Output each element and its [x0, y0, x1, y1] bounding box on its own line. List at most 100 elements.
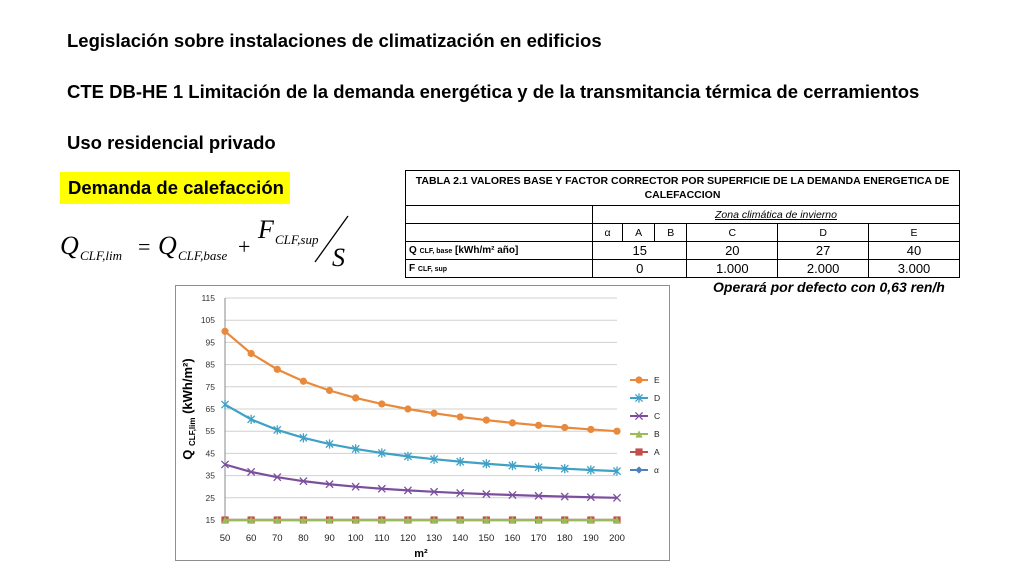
formula-plus: + [238, 234, 250, 259]
y-tick-label: 115 [201, 293, 215, 303]
data-point-E [273, 365, 281, 373]
data-point-B [561, 516, 569, 524]
data-point-E [352, 394, 360, 402]
data-point-C [586, 493, 595, 502]
data-point-C [351, 482, 360, 491]
legend-marker-A [635, 448, 643, 456]
data-point-D [299, 433, 308, 443]
x-tick-label: 150 [478, 533, 494, 544]
data-point-D [325, 439, 334, 449]
data-point-D [351, 444, 360, 454]
data-point-C [299, 477, 308, 486]
heating-demand-badge: Demanda de calefacción [60, 172, 290, 204]
data-point-C [273, 473, 282, 482]
table-empty-cell [405, 205, 593, 224]
data-point-E [378, 400, 386, 408]
data-point-E [561, 423, 569, 432]
formula-fraction-slash [314, 215, 349, 263]
y-tick-label: 105 [201, 315, 215, 325]
formula-equals: = [138, 234, 150, 259]
x-tick-label: 200 [609, 533, 625, 544]
data-point-D [508, 461, 517, 471]
formula-denominator: S [332, 243, 345, 272]
x-tick-label: 190 [583, 533, 599, 544]
x-tick-label: 130 [426, 533, 442, 544]
data-point-E [247, 349, 255, 358]
y-tick-label: 25 [206, 493, 216, 503]
x-tick-label: 100 [348, 533, 364, 544]
y-tick-label: 95 [206, 337, 216, 347]
y-tick-label: 55 [206, 426, 216, 436]
legend-label-A: A [654, 447, 660, 457]
data-point-B [352, 516, 360, 524]
y-tick-label: 45 [206, 448, 216, 458]
x-tick-label: 160 [505, 533, 521, 544]
x-tick-label: 70 [272, 533, 283, 544]
data-point-C [508, 490, 517, 500]
data-point-E [404, 405, 412, 413]
data-point-B [221, 516, 229, 524]
data-point-E [456, 413, 464, 421]
data-point-D [247, 414, 256, 424]
data-point-E [613, 427, 621, 435]
formula-lhs-sub: CLF,lim [80, 248, 122, 263]
data-point-E [587, 425, 595, 434]
data-point-D [534, 462, 543, 472]
zone-b: B [654, 223, 688, 242]
legend-label-C: C [654, 411, 660, 421]
data-point-E [535, 421, 543, 429]
legend-label-D: D [654, 393, 660, 403]
data-point-D [430, 454, 439, 464]
formula-lhs: Q [60, 231, 79, 260]
data-point-C [220, 460, 230, 469]
x-axis-label: m² [414, 548, 428, 560]
fsup-alpha-b: 0 [591, 259, 688, 278]
zone-alpha: α [591, 223, 624, 242]
data-point-D [612, 466, 622, 476]
data-point-C [325, 480, 334, 489]
data-point-B [404, 516, 412, 524]
data-point-B [613, 516, 621, 524]
data-point-B [247, 516, 255, 524]
formula-base: Q [158, 231, 177, 260]
data-point-C [403, 486, 412, 495]
data-point-E [325, 386, 334, 395]
data-point-E [430, 409, 438, 417]
data-point-D [220, 399, 230, 410]
default-note: Operará por defecto con 0,63 ren/h [713, 279, 945, 295]
y-tick-label: 65 [206, 404, 216, 414]
page-title: Legislación sobre instalaciones de clima… [67, 30, 602, 51]
qbase-d: 27 [777, 241, 870, 260]
data-point-B [535, 516, 543, 524]
row-label-fsup: F CLF, sup [405, 259, 593, 278]
data-point-C [612, 493, 622, 502]
y-tick-label: 35 [206, 471, 216, 481]
y-tick-label: 85 [206, 360, 216, 370]
data-point-C [377, 484, 386, 493]
legend-label-B: B [654, 429, 660, 439]
data-point-D [273, 425, 282, 435]
legend-label-α: α [654, 465, 659, 475]
fsup-d: 2.000 [777, 259, 870, 278]
demand-chart: 15 25 35 45 55 65 75 85 95 105 115 50 60 70 80 90 100 110… [180, 293, 660, 560]
data-point-B [378, 516, 386, 524]
data-point-E [299, 377, 307, 385]
data-point-D [482, 459, 491, 469]
zone-c: C [686, 223, 779, 242]
legend-marker-C [634, 411, 644, 421]
data-point-C [247, 467, 256, 476]
table-title: TABLA 2.1 VALORES BASE Y FACTOR CORRECTO… [405, 170, 960, 206]
data-point-B [430, 516, 438, 524]
series-line-E [224, 330, 618, 433]
data-point-E [221, 327, 229, 335]
base-values-table: TABLA 2.1 VALORES BASE Y FACTOR CORRECTO… [405, 170, 960, 278]
data-point-C [456, 488, 465, 498]
data-point-D [377, 448, 386, 458]
formula-base-sub: CLF,base [178, 248, 227, 263]
x-tick-label: 180 [557, 533, 573, 544]
x-tick-label: 90 [324, 533, 335, 544]
legend-marker-D [634, 393, 644, 403]
data-point-B [456, 516, 464, 524]
x-tick-label: 110 [374, 533, 389, 544]
zone-header: Zona climática de invierno [592, 205, 960, 224]
